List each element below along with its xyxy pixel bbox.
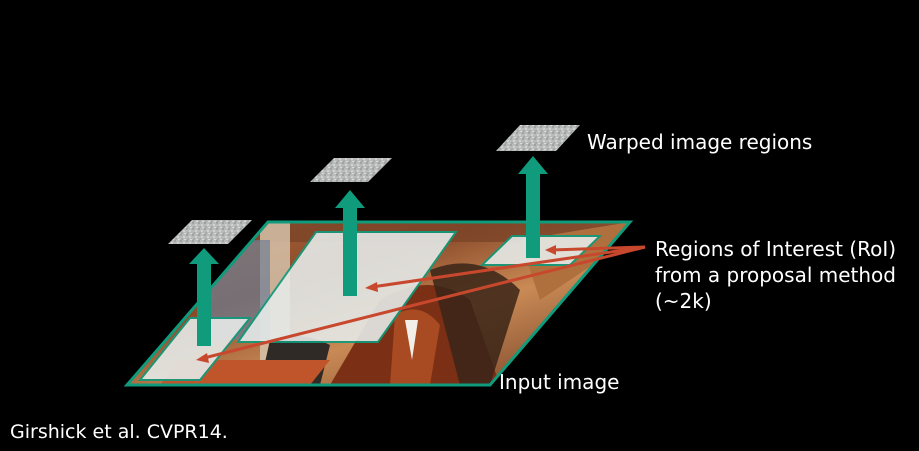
- warp-arrow-right: [518, 156, 548, 258]
- citation-text: Girshick et al. CVPR14.: [10, 421, 228, 443]
- warped-patch-left: [168, 220, 252, 244]
- roi-box-left: [137, 317, 253, 381]
- warped-regions-label: Warped image regions: [587, 130, 813, 154]
- warped-patch-middle: [310, 158, 392, 182]
- roi-label-line-3: (~2k): [655, 289, 712, 313]
- input-image-label: Input image: [499, 370, 620, 394]
- roi-label: Regions of Interest (RoI) from a proposa…: [655, 236, 896, 314]
- roi-label-line-2: from a proposal method: [655, 263, 896, 287]
- warp-arrow-middle: [335, 190, 365, 296]
- roi-pointer-arrowheads: [196, 245, 556, 363]
- warp-arrow-left: [189, 248, 219, 346]
- roi-label-line-1: Regions of Interest (RoI): [655, 237, 897, 261]
- warped-patch-right: [496, 125, 580, 151]
- roi-pointer-lines: [203, 245, 646, 360]
